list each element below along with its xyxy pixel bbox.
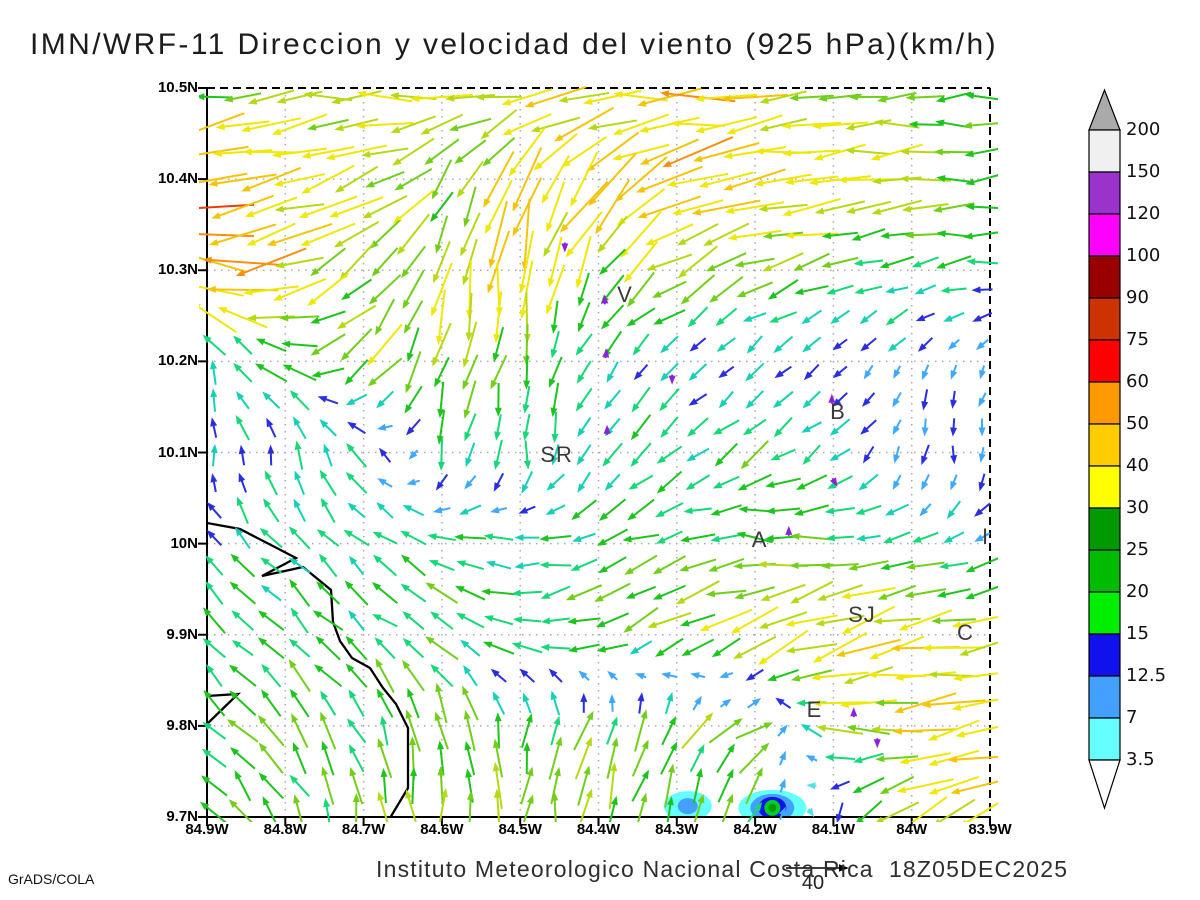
colorbar-tick-label: 100 (1126, 245, 1161, 266)
x-axis-tick-label: 84.6W (420, 821, 464, 838)
y-axis-tick-label: 9.9N (166, 625, 198, 643)
station-label-c: C (956, 619, 974, 645)
station-label-e: E (806, 697, 823, 723)
x-axis-tick-label: 84.3W (655, 821, 699, 838)
y-axis-tick-label: 10.1N (157, 443, 198, 461)
colorbar (1088, 88, 1121, 810)
grads-cola-credit: GrADS/COLA (8, 871, 95, 887)
y-axis-tick-label: 9.7N (166, 808, 198, 825)
colorbar-tick-label: 50 (1126, 413, 1149, 434)
x-axis-tick-label: 84.5W (498, 821, 542, 838)
x-axis-tick-label: 84.2W (733, 821, 777, 838)
colorbar-tick-label: 25 (1126, 539, 1149, 560)
x-axis-tick-label: 84.7W (341, 821, 386, 838)
chart-title: IMN/WRF-11 Direccion y velocidad del vie… (30, 28, 998, 61)
x-axis-tick-label: 83.9W (968, 821, 1012, 838)
y-axis-tick-label: 9.8N (166, 716, 198, 734)
colorbar-tick-label: 40 (1126, 455, 1149, 476)
colorbar-tick-label: 120 (1126, 203, 1161, 224)
colorbar-tick-label: 12.5 (1126, 665, 1167, 686)
colorbar-tick-label: 30 (1126, 497, 1149, 518)
colorbar-tick-label: 15 (1126, 623, 1149, 644)
y-axis-tick-label: 10.4N (157, 170, 198, 188)
colorbar-tick-label: 150 (1126, 161, 1161, 182)
station-label-b: B (830, 399, 846, 425)
colorbar-tick-label: 200 (1126, 119, 1161, 140)
station-label-v: V (617, 281, 633, 307)
colorbar-tick-label: 75 (1126, 329, 1149, 350)
y-axis-tick-label: 10.2N (157, 352, 198, 370)
station-label-i: I (982, 524, 990, 550)
x-axis-tick-label: 84W (896, 821, 928, 838)
map-frame (198, 87, 991, 826)
colorbar-tick-label: 3.5 (1126, 749, 1155, 770)
x-axis-tick-label: 84.1W (811, 821, 856, 838)
y-axis-tick-label: 10N (170, 534, 198, 552)
reference-vector-label: 40 (801, 872, 825, 894)
y-axis-tick-label: 10.3N (157, 261, 198, 279)
station-label-sj: SJ (848, 601, 876, 627)
x-axis-tick-label: 84.9W (185, 821, 229, 838)
station-label-a: A (751, 526, 768, 552)
colorbar-under-arrow (1088, 759, 1121, 810)
colorbar-tick-label: 90 (1126, 287, 1149, 308)
colorbar-over-arrow (1088, 88, 1121, 131)
reference-vector-arrow (786, 864, 849, 872)
calm-markers (561, 242, 881, 749)
y-axis-tick-label: 10.5N (157, 79, 198, 96)
wind-arrows (199, 86, 998, 822)
station-label-sr: SR (540, 442, 573, 468)
x-axis-tick-label: 84.4W (576, 821, 621, 838)
caption-institute-datetime: Instituto Meteorologico Nacional Costa R… (376, 856, 1069, 882)
colorbar-tick-label: 60 (1126, 371, 1149, 392)
colorbar-tick-label: 7 (1126, 707, 1138, 728)
colorbar-tick-label: 20 (1126, 581, 1149, 602)
x-axis-tick-label: 84.8W (263, 821, 307, 838)
